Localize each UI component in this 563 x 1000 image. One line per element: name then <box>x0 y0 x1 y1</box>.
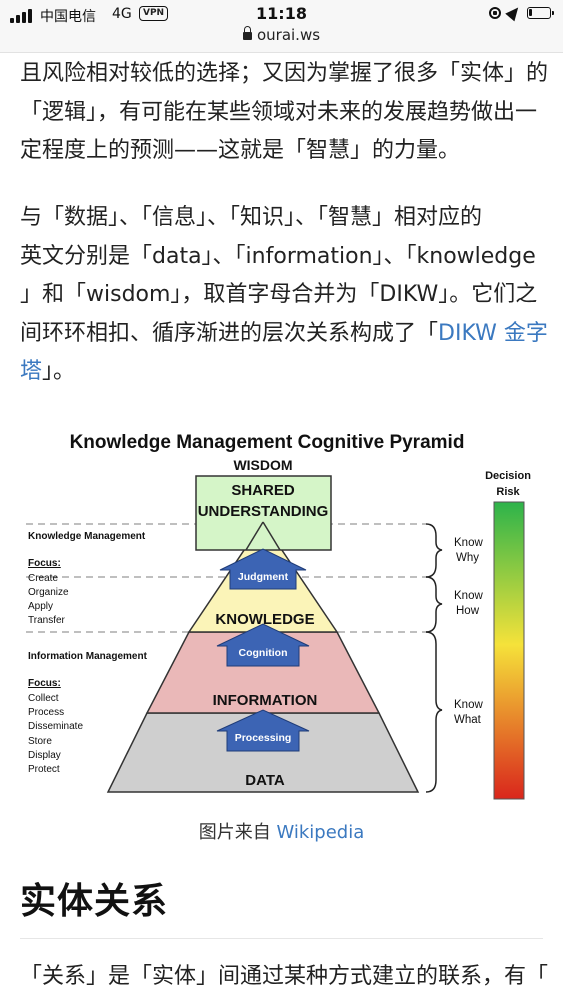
arrow-cognition-label: Cognition <box>239 647 288 659</box>
im-title: Information Management <box>28 651 148 662</box>
pyramid-diagram: Knowledge Management Cognitive Pyramid W… <box>26 432 531 800</box>
network-type: 4G <box>112 6 132 22</box>
dikw-pyramid-figure: Knowledge Management Cognitive Pyramid W… <box>14 428 549 810</box>
para1-line: 「逻辑」，有可能在某些领域对未来的发展趋势做出一 <box>20 99 538 125</box>
km-focus-item: Create <box>28 573 58 584</box>
para2-line: 」。 <box>42 359 76 384</box>
lock-icon <box>242 26 252 40</box>
status-bar: 中国电信 4G VPN 11:18 ourai.ws <box>0 0 563 53</box>
knowledge-label: KNOWLEDGE <box>215 611 314 628</box>
url-text: ourai.ws <box>256 26 321 44</box>
para2-line: 英文分别是「data」、「information」、「knowledge <box>20 243 536 269</box>
know-what-line1: Know <box>454 699 483 711</box>
paragraph-1: 且风险相对较低的选择；又因为掌握了很多「实体」的 「逻辑」，有可能在某些领域对未… <box>20 55 548 171</box>
status-time: 11:18 <box>256 4 307 23</box>
decision-risk-bar <box>493 501 525 800</box>
arrow-judgment-label: Judgment <box>238 571 289 583</box>
im-focus-item: Protect <box>28 764 60 775</box>
dikw-link[interactable]: DIKW 金字 <box>438 320 548 346</box>
paragraph-2: 与「数据」、「信息」、「知识」、「智慧」相对应的 英文分别是「data」、「in… <box>20 199 548 392</box>
im-focus-label: Focus: <box>28 678 61 689</box>
km-focus-item: Transfer <box>28 615 66 626</box>
para2-line: 与「数据」、「信息」、「知识」、「智慧」相对应的 <box>20 205 483 230</box>
processing-arrow-icon <box>216 709 310 752</box>
cognition-arrow-icon <box>216 623 310 667</box>
risk-label: Risk <box>496 486 520 498</box>
km-focus-label: Focus: <box>28 558 61 569</box>
vpn-badge: VPN <box>139 6 169 21</box>
para1-line: 且风险相对较低的选择；又因为掌握了很多「实体」的 <box>20 61 549 86</box>
address-bar[interactable]: ourai.ws <box>0 26 563 44</box>
im-focus-item: Process <box>28 707 64 718</box>
know-how-line1: Know <box>454 590 483 602</box>
figure-title: Knowledge Management Cognitive Pyramid <box>70 432 465 453</box>
decision-label: Decision <box>485 470 531 482</box>
km-title: Knowledge Management <box>28 531 146 542</box>
brace-know-how <box>425 576 443 633</box>
dikw-link-cont[interactable]: 塔 <box>20 359 43 384</box>
pyramid-apex-edge <box>262 521 281 551</box>
shared-label: SHARED <box>231 482 295 499</box>
shared-understanding-box <box>195 475 332 551</box>
information-label: INFORMATION <box>213 692 318 709</box>
wikipedia-link[interactable]: Wikipedia <box>276 822 365 843</box>
wisdom-label: WISDOM <box>233 457 292 473</box>
im-focus-item: Store <box>28 736 52 747</box>
paragraph-3: 「关系」是「实体」间通过某种方式建立的联系，有「 <box>20 958 548 997</box>
judgment-arrow-icon <box>219 548 307 590</box>
location-icon <box>505 3 523 22</box>
carrier-name: 中国电信 <box>40 9 96 25</box>
km-focus-item: Organize <box>28 587 69 598</box>
km-focus-item: Apply <box>28 601 53 612</box>
para2-line: 间环环相扣、循序渐进的层次关系构成了「 <box>20 320 439 346</box>
im-focus-item: Display <box>28 750 61 761</box>
pyramid-apex-edge <box>245 521 264 551</box>
rotation-lock-icon <box>489 6 501 19</box>
para2-line: 」和「wisdom」，取首字母合并为「DIKW」。它们之 <box>20 282 538 307</box>
para1-line: 定程度上的预测——这就是「智慧」的力量。 <box>20 138 461 163</box>
understanding-label: UNDERSTANDING <box>198 503 329 520</box>
im-focus-item: Collect <box>28 693 59 704</box>
battery-icon <box>527 6 554 19</box>
know-how-line2: How <box>456 605 480 617</box>
arrow-processing-label: Processing <box>235 732 292 744</box>
know-why-line2: Why <box>456 552 479 564</box>
know-what-line2: What <box>454 714 482 726</box>
brace-know-why <box>425 523 443 578</box>
brace-know-what <box>425 631 443 793</box>
heading-divider <box>20 938 543 939</box>
data-label: DATA <box>245 772 285 789</box>
know-why-line1: Know <box>454 537 483 549</box>
para3-line: 「关系」是「实体」间通过某种方式建立的联系，有「 <box>20 964 549 989</box>
section-heading: 实体关系 <box>20 881 169 922</box>
caption-text: 图片来自 <box>198 822 277 843</box>
im-focus-item: Disseminate <box>28 721 83 732</box>
figure-caption: 图片来自 Wikipedia <box>0 818 563 844</box>
signal-icon <box>10 9 32 23</box>
